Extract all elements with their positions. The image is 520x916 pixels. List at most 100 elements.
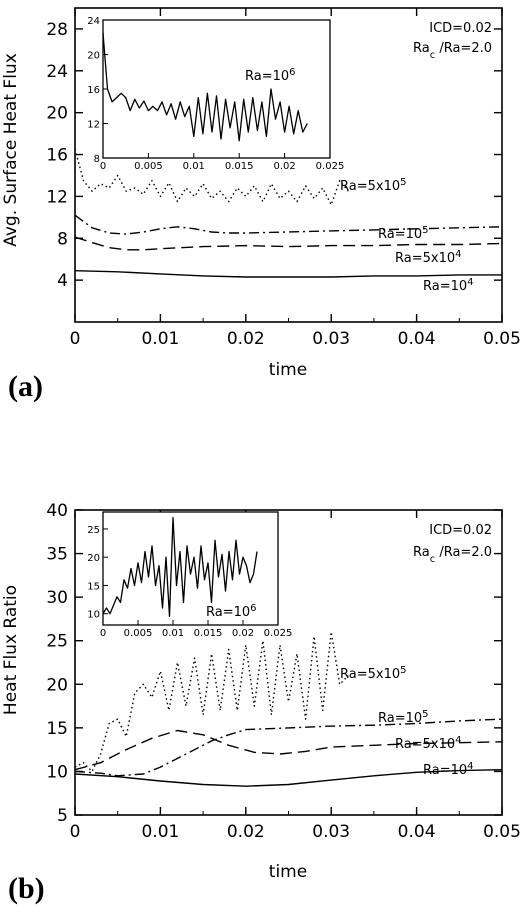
annotation-ratio-base: Ra xyxy=(413,545,430,560)
annotation-ratio-value: /Ra=2.0 xyxy=(435,41,492,56)
annotation-icd: ICD=0.02 xyxy=(429,21,492,36)
y-tick-label: 35 xyxy=(46,545,68,565)
series-label-exp: 5 xyxy=(422,225,428,236)
x-tick-label: 0.04 xyxy=(398,822,436,842)
inset-series-label: Ra=106 xyxy=(206,603,257,621)
x-tick-label: 0.02 xyxy=(227,329,265,349)
x-tick-label: 0.02 xyxy=(227,822,265,842)
inset-x-tick-label: 0.01 xyxy=(162,628,184,639)
annotation-ratio: Rac /Ra=2.0 xyxy=(413,41,492,61)
series-label-3: Ra=104 xyxy=(423,761,474,779)
inset-series-label-base: Ra=10 xyxy=(206,605,250,620)
y-tick-label: 16 xyxy=(46,146,68,166)
annotation-ratio-subscript: c xyxy=(430,50,436,61)
y-tick-label: 25 xyxy=(46,632,68,652)
y-tick-label: 4 xyxy=(57,271,68,291)
y-axis-label: Heat Flux Ratio xyxy=(1,585,21,715)
inset-x-tick-label: 0.005 xyxy=(124,628,153,639)
series-label-base: Ra=10 xyxy=(378,711,422,726)
inset-frame xyxy=(102,511,279,626)
x-tick-label: 0.05 xyxy=(483,329,520,349)
series-label-exp: 5 xyxy=(400,177,406,188)
series-label-exp: 4 xyxy=(467,761,473,772)
series-label-0: Ra=5x105 xyxy=(340,177,407,195)
series-line-3 xyxy=(74,769,503,787)
inset-y-tick-label: 12 xyxy=(87,120,100,131)
y-tick-label: 30 xyxy=(46,588,68,608)
x-tick-label: 0 xyxy=(70,329,81,349)
y-tick-label: 24 xyxy=(46,62,68,82)
panel-label: (a) xyxy=(8,370,43,403)
panel-b: 0 0.01 0.02 0.03 0.04 0.05510152025303540time… xyxy=(1,501,520,905)
series-label-base: Ra=10 xyxy=(423,763,467,778)
y-tick-label: 20 xyxy=(46,675,68,695)
inset-y-tick-label: 15 xyxy=(87,581,100,592)
series-label-base: Ra=10 xyxy=(378,227,422,242)
series-label-1: Ra=105 xyxy=(378,225,429,243)
panel-a: 0 0.01 0.02 0.03 0.04 0.05 4 8 12 16 20 24 28 time Avg… xyxy=(1,7,520,403)
series-label-base: Ra=5x10 xyxy=(340,179,400,194)
inset-series-line xyxy=(102,516,258,618)
series-label-base: Ra=10 xyxy=(423,279,467,294)
x-tick-label: 0 xyxy=(70,822,81,842)
series-label-0: Ra=5x105 xyxy=(340,665,407,683)
inset-x-tick-label: 0.01 xyxy=(183,161,205,172)
series-label-base: Ra=5x10 xyxy=(395,737,455,752)
x-tick-label: 0.01 xyxy=(141,329,179,349)
inset-x-tick-label: 0.005 xyxy=(134,161,163,172)
y-tick-label: 20 xyxy=(46,104,68,124)
x-tick-label: 0.03 xyxy=(312,822,350,842)
inset-series-label-exp: 6 xyxy=(250,603,256,614)
y-tick-label: 12 xyxy=(46,187,68,207)
inset-y-tick-label: 20 xyxy=(87,51,100,62)
y-tick-label: 15 xyxy=(46,719,68,739)
inset-series-line xyxy=(102,32,308,142)
inset-y-tick-label: 25 xyxy=(87,525,100,536)
series-label-exp: 4 xyxy=(455,735,461,746)
series-label-exp: 5 xyxy=(400,665,406,676)
y-tick-label: 28 xyxy=(46,20,68,40)
inset-chart: 0 0.005 0.01 0.015 0.02 0.025 10 15 20 25 Ra=106 xyxy=(87,511,293,639)
inset-frame xyxy=(102,19,331,159)
series-label-exp: 4 xyxy=(455,249,461,260)
y-axis-label: Avg. Surface Heat Flux xyxy=(1,53,21,247)
inset-y-tick-label: 24 xyxy=(87,16,100,27)
inset-x-tick-label: 0.025 xyxy=(264,628,293,639)
series-label-exp: 5 xyxy=(422,709,428,720)
series-label-exp: 4 xyxy=(467,277,473,288)
y-tick-label: 5 xyxy=(57,806,68,826)
inset-y-tick-label: 8 xyxy=(94,154,100,165)
inset-x-tick-label: 0.015 xyxy=(194,628,223,639)
inset-series-label: Ra=106 xyxy=(245,67,296,85)
series-line-0 xyxy=(74,631,349,773)
series-line-2 xyxy=(74,236,503,251)
inset-x-tick-label: 0 xyxy=(100,628,106,639)
inset-chart: 0 0.005 0.01 0.015 0.02 0.025 8 12 16 20 24 Ra=106 xyxy=(87,16,344,172)
x-tick-label: 0.01 xyxy=(141,822,179,842)
series-label-2: Ra=5x104 xyxy=(395,249,462,267)
inset-y-tick-label: 20 xyxy=(87,553,100,564)
annotation-icd: ICD=0.02 xyxy=(429,523,492,538)
inset-x-tick-label: 0.015 xyxy=(225,161,254,172)
series-label-3: Ra=104 xyxy=(423,277,474,295)
series-line-1 xyxy=(74,718,503,777)
annotation-ratio-base: Ra xyxy=(413,41,430,56)
inset-x-tick-label: 0.02 xyxy=(273,161,295,172)
inset-series-label-base: Ra=10 xyxy=(245,69,289,84)
inset-series-label-exp: 6 xyxy=(289,67,295,78)
annotation-ratio-value: /Ra=2.0 xyxy=(435,545,492,560)
series-label-2: Ra=5x104 xyxy=(395,735,462,753)
series-label-1: Ra=105 xyxy=(378,709,429,727)
inset-x-tick-label: 0.025 xyxy=(316,161,345,172)
inset-y-tick-label: 10 xyxy=(87,610,100,621)
x-axis-label: time xyxy=(269,862,307,882)
inset-x-tick-label: 0 xyxy=(100,161,106,172)
series-label-base: Ra=5x10 xyxy=(395,251,455,266)
y-tick-label: 40 xyxy=(46,501,68,521)
panel-label: (b) xyxy=(8,872,45,905)
series-line-3 xyxy=(74,270,502,278)
x-tick-label: 0.05 xyxy=(483,822,520,842)
y-tick-label: 10 xyxy=(46,762,68,782)
series-line-2 xyxy=(74,729,503,771)
